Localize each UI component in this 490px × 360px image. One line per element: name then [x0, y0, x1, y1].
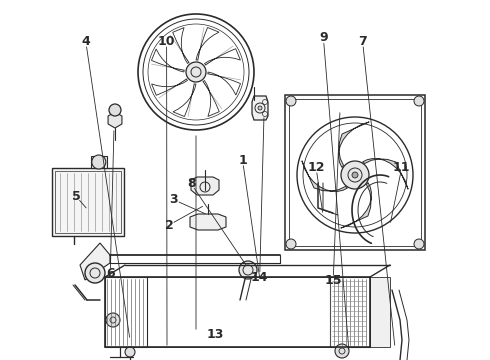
Text: 6: 6 [106, 267, 115, 280]
Circle shape [286, 239, 296, 249]
Circle shape [186, 62, 206, 82]
Circle shape [352, 172, 358, 178]
Text: 8: 8 [187, 177, 196, 190]
Bar [289, 99, 421, 246]
Bar [91, 156, 107, 168]
Text: 11: 11 [393, 161, 411, 174]
Polygon shape [341, 183, 371, 228]
Circle shape [109, 104, 121, 116]
Bar [105, 277, 147, 347]
Polygon shape [191, 177, 219, 195]
Text: 13: 13 [207, 328, 224, 341]
Text: 7: 7 [358, 35, 367, 48]
Circle shape [239, 261, 257, 279]
Text: 15: 15 [324, 274, 342, 287]
Text: 4: 4 [81, 35, 90, 48]
Text: 12: 12 [307, 161, 325, 174]
Circle shape [286, 96, 296, 106]
Bar [52, 168, 124, 236]
Circle shape [414, 239, 424, 249]
Text: 10: 10 [158, 35, 175, 48]
Polygon shape [80, 243, 110, 280]
Text: 1: 1 [238, 154, 247, 167]
Circle shape [85, 263, 105, 283]
Bar [370, 277, 390, 347]
Text: 2: 2 [165, 219, 173, 231]
Polygon shape [363, 159, 408, 189]
Polygon shape [302, 161, 347, 192]
Circle shape [341, 161, 369, 189]
Circle shape [125, 347, 135, 357]
Circle shape [106, 313, 120, 327]
Circle shape [414, 96, 424, 106]
Polygon shape [339, 122, 369, 167]
Bar [55, 171, 121, 233]
Polygon shape [190, 214, 226, 230]
Text: 14: 14 [251, 271, 269, 284]
Text: 3: 3 [170, 193, 178, 206]
Bar [330, 277, 370, 347]
Text: 5: 5 [72, 190, 80, 203]
Polygon shape [252, 96, 268, 120]
Text: 9: 9 [319, 31, 328, 44]
Polygon shape [108, 112, 122, 128]
Circle shape [335, 344, 349, 358]
Circle shape [258, 106, 262, 110]
Circle shape [92, 155, 106, 169]
Bar [285, 95, 425, 250]
